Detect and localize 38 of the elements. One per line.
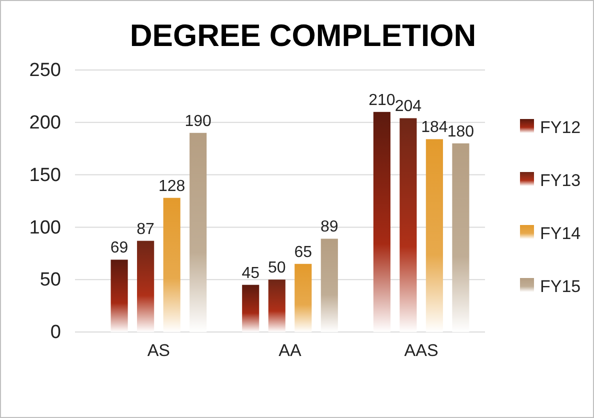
bar [452,143,470,332]
y-tick-label: 0 [50,322,61,344]
legend-label: FY14 [540,224,581,243]
legend-label: FY15 [540,277,581,296]
y-tick-label: 100 [29,217,61,238]
y-tick-label: 50 [40,270,61,291]
data-label: 69 [110,240,128,257]
data-label: 89 [320,218,338,236]
bar [268,280,286,332]
y-tick-label: 250 [29,60,61,82]
bar [190,132,207,332]
chart-title: DEGREE COMPLETION [130,18,476,53]
bar [137,240,154,332]
y-tick-label: 200 [29,112,61,134]
data-label: 210 [368,92,396,109]
bar [110,260,128,332]
data-label: 204 [394,98,422,116]
x-tick-label: AS [147,341,170,360]
data-label: 65 [294,244,312,261]
data-label: 45 [242,264,260,282]
bar [426,139,443,332]
legend-label: FY12 [540,118,581,137]
bar [294,264,312,332]
data-label: 50 [268,260,286,277]
legend-label: FY13 [540,171,581,190]
x-tick-label: AA [278,341,302,360]
y-tick-label: 150 [29,164,61,186]
bar [163,198,180,332]
bar [320,238,338,332]
data-label: 184 [421,119,448,136]
bar [400,118,417,332]
bar [373,112,390,332]
data-label: 87 [136,220,155,238]
data-label: 180 [447,123,474,140]
data-label: 190 [184,112,212,130]
x-tick-label: AAS [404,341,438,360]
data-label: 128 [158,178,186,195]
bar [242,284,260,332]
